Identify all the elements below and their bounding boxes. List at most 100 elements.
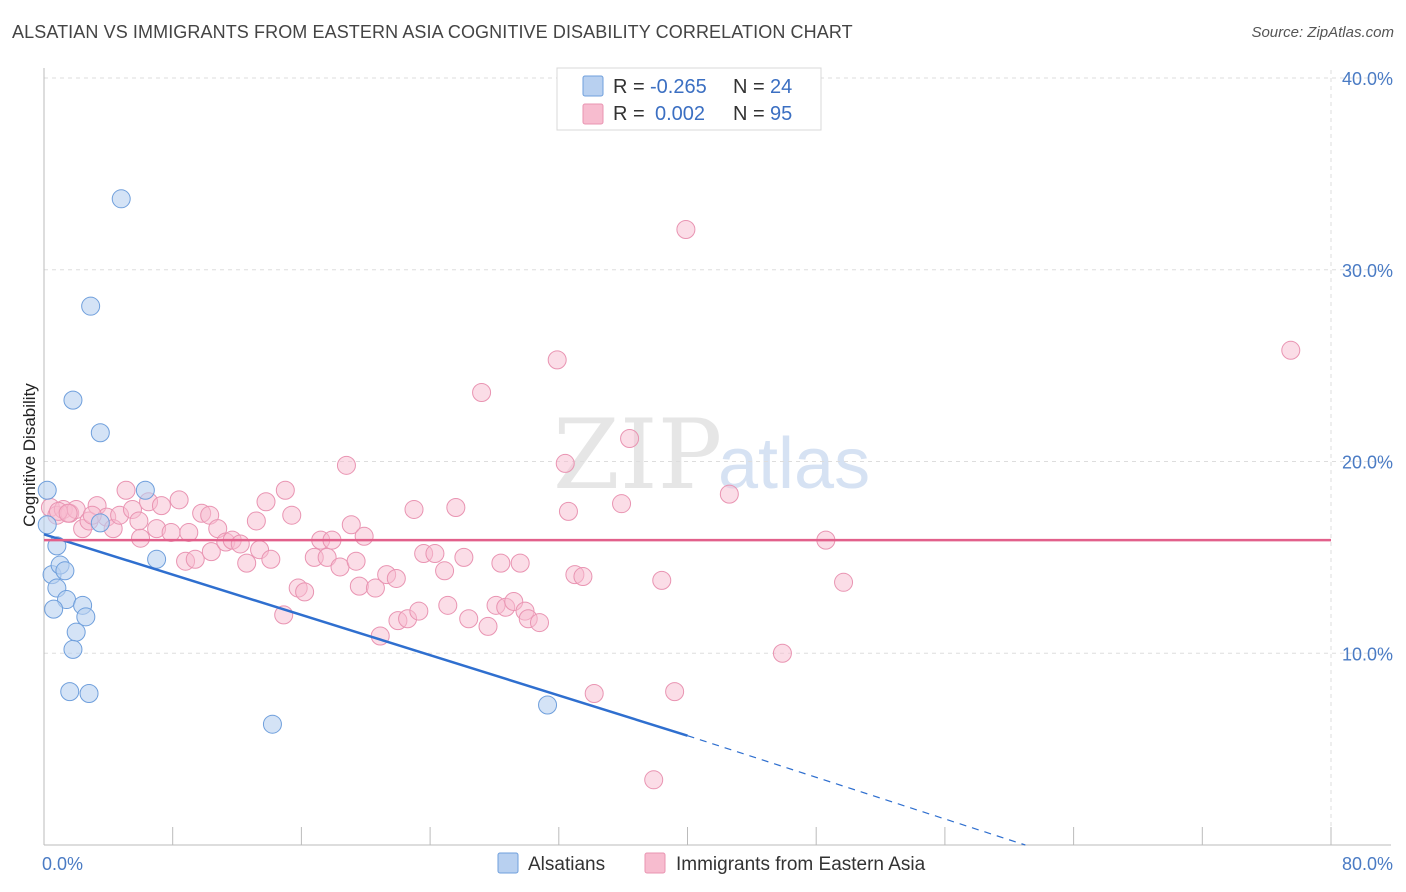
point-immigrants-66 [491,553,511,573]
point-immigrants-42 [330,557,350,577]
chart-title: ALSATIAN VS IMMIGRANTS FROM EASTERN ASIA… [12,22,853,42]
point-immigrants-28 [237,553,257,573]
point-alsatians-11 [66,622,86,642]
point-alsatians-14 [79,684,99,704]
point-immigrants-44 [341,515,361,535]
point-immigrants-34 [275,480,295,500]
point-immigrants-17 [161,522,181,542]
point-immigrants-93 [131,528,151,548]
point-immigrants-69 [510,553,530,573]
point-alsatians-18 [111,189,131,209]
legend-swatch-immigrants [582,103,604,125]
point-immigrants-37 [295,582,315,602]
point-immigrants-40 [317,547,337,567]
point-immigrants-79 [612,494,632,514]
point-immigrants-83 [665,682,685,702]
point-alsatians-0 [37,480,57,500]
point-immigrants-23 [201,542,221,562]
point-immigrants-84 [676,219,696,239]
point-immigrants-18 [169,490,189,510]
y-axis-label: Cognitive Disability [20,383,39,527]
axes [43,68,1391,846]
point-alsatians-2 [47,536,67,556]
series-alsatians [37,189,558,734]
legend-n-value-1: 24 [770,76,792,98]
legend-swatch-alsatians [582,75,604,97]
point-alsatians-23 [538,695,558,715]
series-immigrants-eastern-asia [40,219,1301,790]
point-immigrants-13 [129,511,149,531]
point-immigrants-74 [555,453,575,473]
point-immigrants-88 [834,572,854,592]
watermark-zip: ZIP [553,399,722,511]
point-alsatians-21 [90,423,110,443]
legend-r-label-2: R = [613,103,645,125]
y-tick-label-3: 40.0% [1342,69,1393,89]
point-immigrants-80 [620,428,640,448]
grid-lines [44,70,1391,845]
point-immigrants-51 [386,568,406,588]
point-immigrants-73 [547,350,567,370]
point-immigrants-20 [185,549,205,569]
point-immigrants-64 [478,616,498,636]
tick-labels: 10.0% 20.0% 30.0% 40.0% 0.0% 80.0% [42,69,1393,874]
bottom-legend-immigrants: Immigrants from Eastern Asia [676,854,926,875]
point-immigrants-27 [230,534,250,554]
correlation-legend: R = -0.265 N = 24 R = 0.002 N = 95 [556,67,822,131]
point-immigrants-77 [573,567,593,587]
point-immigrants-48 [365,578,385,598]
point-immigrants-58 [435,561,455,581]
point-immigrants-85 [719,484,739,504]
point-alsatians-8 [44,599,64,619]
point-alsatians-5 [55,561,75,581]
point-immigrants-72 [529,613,549,633]
point-alsatians-10 [76,607,96,627]
point-immigrants-63 [472,382,492,402]
point-immigrants-61 [454,547,474,567]
y-tick-label-2: 30.0% [1342,261,1393,281]
point-immigrants-46 [349,576,369,596]
trend-line-alsatians [43,533,688,737]
trend-line-alsatians-extrapolated [687,735,1026,846]
bottom-legend-swatch-alsatians [497,852,519,874]
x-tick-label-max: 80.0% [1342,854,1393,874]
point-alsatians-16 [135,480,155,500]
point-immigrants-31 [256,492,276,512]
series-legend: Alsatians Immigrants from Eastern Asia [497,852,926,875]
point-immigrants-35 [282,505,302,525]
point-immigrants-82 [652,570,672,590]
bottom-legend-alsatians: Alsatians [528,854,605,875]
point-immigrants-59 [438,595,458,615]
point-alsatians-22 [262,714,282,734]
y-tick-label-0: 10.0% [1342,644,1393,664]
point-immigrants-94 [179,522,199,542]
legend-n-label-2: N = [733,103,765,125]
legend-r-label-1: R = [613,76,645,98]
point-immigrants-57 [425,544,445,564]
point-alsatians-12 [63,639,83,659]
point-immigrants-91 [58,503,78,523]
point-immigrants-32 [261,549,281,569]
legend-r-value-2: 0.002 [655,103,705,125]
y-tick-label-1: 20.0% [1342,453,1393,473]
point-alsatians-19 [81,296,101,316]
point-immigrants-43 [336,455,356,475]
point-immigrants-29 [246,511,266,531]
legend-n-value-2: 95 [770,103,792,125]
point-immigrants-75 [558,501,578,521]
point-alsatians-13 [60,682,80,702]
point-immigrants-86 [772,643,792,663]
point-immigrants-89 [1281,340,1301,360]
bottom-legend-swatch-immigrants [644,852,666,874]
point-immigrants-47 [354,526,374,546]
watermark-atlas: atlas [718,424,870,504]
point-alsatians-17 [147,549,167,569]
point-immigrants-45 [346,551,366,571]
legend-n-label-1: N = [733,76,765,98]
point-immigrants-81 [644,770,664,790]
point-alsatians-1 [37,515,57,535]
point-immigrants-55 [409,601,429,621]
point-immigrants-54 [404,499,424,519]
point-alsatians-20 [63,390,83,410]
